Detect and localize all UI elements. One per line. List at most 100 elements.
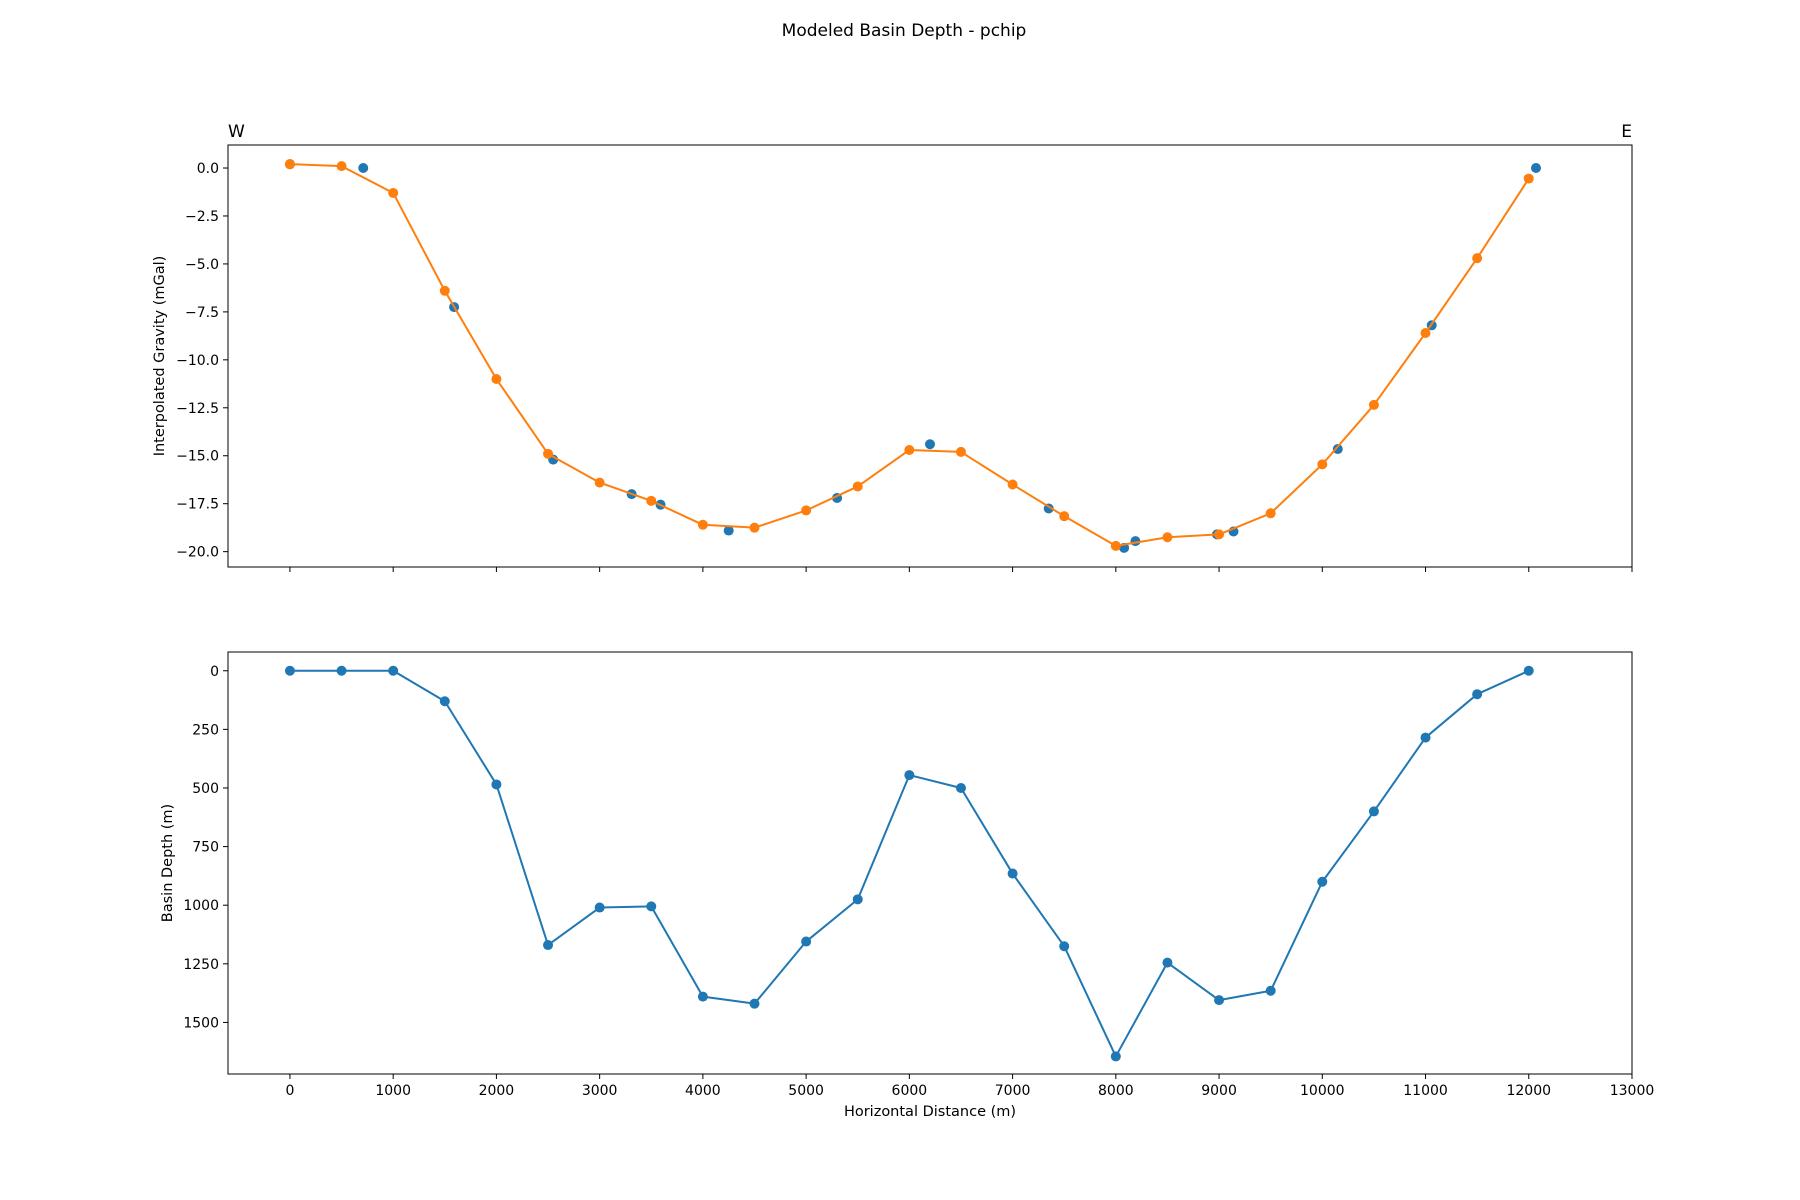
depth-xtick-label: 3000 [582,1083,618,1099]
gravity-ytick-label: −2.5 [185,209,219,225]
depth-xtick-label: 7000 [995,1083,1031,1099]
gravity-series-2-point [955,446,966,457]
depth-ytick-label: 1250 [183,957,219,973]
depth-ytick-label: 500 [192,781,219,797]
gravity-series-2-point [491,374,502,385]
gravity-series-2-point [543,448,554,459]
depth-series-1 [284,665,1534,1062]
depth-series-1-point [697,991,708,1002]
gravity-series-1-point [1332,444,1343,455]
depth-series-1-point [1523,665,1534,676]
gravity-series-2-point [646,495,657,506]
depth-series-1-point [1317,876,1328,887]
depth-series-1-point [1007,868,1018,879]
depth-series-1-point [1214,995,1225,1006]
depth-series-1-point [1420,732,1431,743]
depth-series-1-point [1059,941,1070,952]
depth-series-1-point [1368,806,1379,817]
gravity-series-2-point [697,519,708,530]
gravity-ytick-label: −5.0 [185,257,219,273]
gravity-series-2-line [289,163,1530,547]
depth-series-1-point [594,902,605,913]
figure-title: Modeled Basin Depth - pchip [782,21,1027,41]
depth-ytick-label: 1500 [183,1015,219,1031]
depth-ytick-label: 0 [210,664,219,680]
depth-series-1-point [955,782,966,793]
depth-xtick-label: 5000 [788,1083,824,1099]
depth-series-1-point [336,665,347,676]
gravity-series-2-point [904,444,915,455]
depth-series-1-point [491,779,502,790]
depth-series-1-point [439,696,450,707]
depth-series-1-line [289,669,1530,1058]
depth-series-1-point [646,901,657,912]
depth-series-1-point [1265,985,1276,996]
gravity-series-2-point [336,161,347,172]
gravity-series-1-point [925,439,935,450]
depth-ytick-label: 750 [192,840,219,856]
depth-xtick-label: 4000 [685,1083,721,1099]
depth-xtick-label: 11000 [1403,1083,1448,1099]
gravity-series-2-point [1420,327,1431,338]
depth-series-1-point [749,998,760,1009]
depth-xtick-label: 6000 [892,1083,928,1099]
gravity-series-2-point [1162,532,1173,543]
depth-panel: 0 250 500 750 1000 1250 1500 0 1000 2000 3000 4000 5… [160,651,1655,1120]
gravity-ytick-label: −12.5 [176,401,219,417]
gravity-series-2-point [1523,173,1534,184]
depth-series-1-point [388,665,399,676]
depth-series-1-point [1472,689,1483,700]
gravity-series-2-point [594,477,605,488]
depth-xtick-label: 1000 [375,1083,411,1099]
depth-series-1-point [852,894,863,905]
depth-series-1-point [801,936,812,947]
gravity-series-1-point [1530,163,1541,174]
gravity-series-1-point [723,525,734,536]
depth-xlabel: Horizontal Distance (m) [844,1104,1016,1120]
depth-series-1-point [1110,1051,1121,1062]
gravity-ytick-label: −10.0 [176,353,219,369]
gravity-axes-frame [227,144,1633,568]
depth-ylabel: Basin Depth (m) [160,804,176,922]
east-label: E [1621,122,1632,142]
gravity-panel: 0.0 −2.5 −5.0 −7.5 −10.0 −12.5 −15.0 −17.5 −20.0… [152,122,1633,572]
depth-xtick-label: 2000 [479,1083,515,1099]
gravity-series-1-point [358,163,369,174]
gravity-ytick-label: −17.5 [176,497,219,513]
gravity-series-2 [284,159,1534,551]
gravity-ytick-label: 0.0 [197,161,219,177]
gravity-series-2-point [388,187,399,198]
depth-series-1-point [543,940,554,951]
gravity-series-2-point [1059,511,1070,522]
gravity-series-2-point [749,522,760,533]
depth-xtick-label: 13000 [1610,1083,1655,1099]
depth-xtick-label: 9000 [1201,1083,1237,1099]
west-label: W [228,122,245,142]
gravity-ytick-label: −20.0 [176,545,219,561]
gravity-ytick-label: −7.5 [185,305,219,321]
depth-xtick-label: 10000 [1300,1083,1345,1099]
gravity-series-2-point [1317,459,1328,470]
gravity-series-2-point [439,285,450,296]
gravity-series-2-point [1265,508,1276,519]
depth-xtick-label: 0 [285,1083,294,1099]
depth-series-1-point [284,665,295,676]
gravity-ylabel: Interpolated Gravity (mGal) [152,256,168,457]
gravity-series-2-point [1110,540,1121,551]
gravity-series-2-point [1214,529,1225,540]
depth-axes-frame [227,651,1633,1075]
depth-ytick-label: 250 [192,722,219,738]
gravity-series-2-point [1472,253,1483,264]
gravity-series-2-point [852,481,863,492]
gravity-series-2-point [1007,479,1018,490]
gravity-ytick-label: −15.0 [176,449,219,465]
depth-xtick-label: 12000 [1506,1083,1551,1099]
gravity-series-2-point [801,505,812,516]
depth-series-1-point [904,770,915,781]
gravity-series-2-point [284,159,295,170]
gravity-series-1 [284,159,1541,553]
depth-ytick-label: 1000 [183,898,219,914]
depth-series-1-point [1162,957,1173,968]
gravity-series-2-point [1368,399,1379,410]
